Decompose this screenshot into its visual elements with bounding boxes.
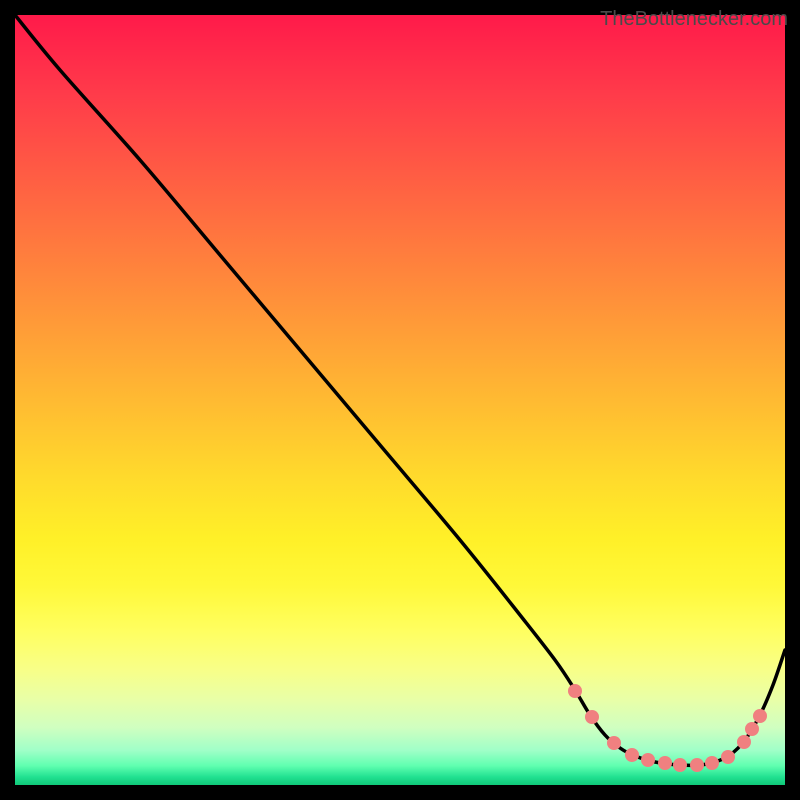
marker-dot [753,709,767,723]
marker-dot [658,756,672,770]
watermark-text: TheBottlenecker.com [600,8,788,31]
marker-dot [721,750,735,764]
chart-svg [0,0,800,800]
bottleneck-chart: TheBottlenecker.com [0,0,800,800]
chart-plot-area [15,15,785,785]
marker-dot [625,748,639,762]
marker-dot [690,758,704,772]
marker-dot [568,684,582,698]
marker-dot [705,756,719,770]
marker-dot [737,735,751,749]
marker-dot [745,722,759,736]
marker-dot [585,710,599,724]
marker-dot [607,736,621,750]
marker-dot [673,758,687,772]
marker-dot [641,753,655,767]
